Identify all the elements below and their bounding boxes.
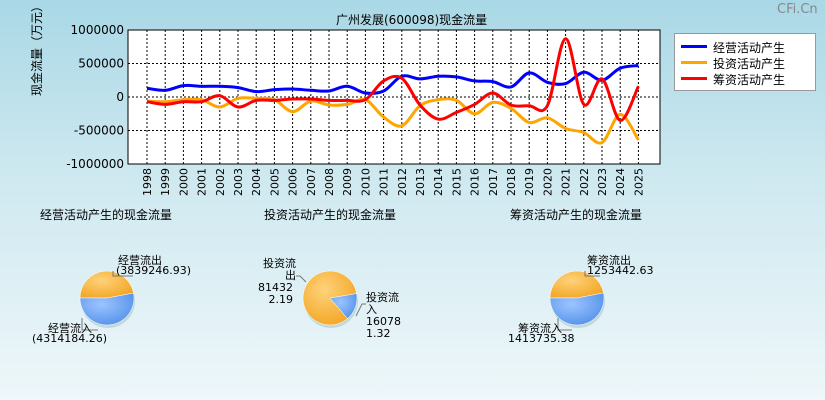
x-tick-label: 2015 bbox=[450, 168, 463, 196]
pie-title-investing: 投资活动产生的现金流量 bbox=[264, 208, 397, 222]
pie-leader-line bbox=[355, 303, 366, 317]
pie-investing-slice-outflow bbox=[302, 270, 357, 326]
x-tick-label: 2005 bbox=[268, 168, 281, 196]
y-tick-label: 0 bbox=[116, 90, 124, 104]
x-tick-label: 2008 bbox=[323, 168, 336, 196]
pie-value-operating-out: (3839246.93) bbox=[116, 264, 192, 277]
y-tick-label: 1000000 bbox=[71, 23, 124, 37]
watermark: CFi.Cn bbox=[777, 2, 818, 17]
x-tick-label: 2004 bbox=[250, 168, 263, 196]
pie-value-investing-in-text: 160781.32 bbox=[366, 315, 401, 340]
pie-label-investing-out-text: 投资流出 bbox=[263, 257, 296, 282]
pie-title-financing: 筹资活动产生的现金流量 bbox=[510, 208, 643, 222]
pie-label-financing-in: 筹资流入 bbox=[518, 322, 562, 335]
legend-swatch-investing bbox=[681, 61, 707, 64]
x-tick-label: 2012 bbox=[396, 168, 409, 196]
pie-label-investing-out: 投资流出 bbox=[256, 258, 296, 282]
y-axis-label-text: 现金流量（万元） bbox=[30, 0, 44, 96]
x-tick-label: 2003 bbox=[232, 168, 245, 196]
x-tick-label: 2014 bbox=[432, 168, 445, 196]
x-tick-label: 2020 bbox=[541, 168, 554, 196]
legend-label-investing: 投资活动产生 bbox=[713, 57, 786, 71]
y-tick-label: -500000 bbox=[74, 124, 124, 138]
pie-leader-line bbox=[81, 318, 98, 331]
pie-label-investing-in: 投资流入 bbox=[366, 292, 402, 316]
x-tick-label: 2000 bbox=[177, 168, 190, 196]
x-tick-label: 1998 bbox=[141, 168, 154, 196]
x-tick-label: 1999 bbox=[159, 168, 172, 196]
pie-financing-slice-inflow bbox=[549, 292, 605, 326]
x-tick-label: 2006 bbox=[287, 168, 300, 196]
pie-label-financing-out: 筹资流出 bbox=[587, 254, 631, 267]
x-tick-label: 2021 bbox=[560, 168, 573, 196]
x-tick-label: 2001 bbox=[196, 168, 209, 196]
x-tick-label: 2022 bbox=[578, 168, 591, 196]
pie-value-investing-out-text: 814322.19 bbox=[258, 281, 293, 306]
x-tick-label: 2010 bbox=[359, 168, 372, 196]
x-tick-label: 2011 bbox=[378, 168, 391, 196]
x-tick-label: 2019 bbox=[523, 168, 536, 196]
pie-leader-line bbox=[584, 271, 600, 277]
series-line-operating bbox=[146, 64, 639, 95]
main-chart-title: 广州发展(600098)现金流量 bbox=[336, 13, 488, 27]
pie-operating-slice-outflow bbox=[79, 270, 134, 299]
pie-financing-slice-outflow bbox=[549, 270, 604, 299]
legend-swatch-operating bbox=[681, 45, 707, 48]
pie-value-financing-out: 1253442.63 bbox=[587, 264, 654, 277]
x-tick-label: 2007 bbox=[305, 168, 318, 196]
y-tick-label: 500000 bbox=[78, 57, 124, 71]
x-tick-label: 2016 bbox=[469, 168, 482, 196]
y-axis-label: 现金流量（万元） bbox=[28, 0, 45, 96]
pie-operating-slice-inflow bbox=[79, 292, 135, 326]
legend: 经营活动产生 投资活动产生 筹资活动产生 bbox=[674, 33, 816, 91]
x-tick-label: 2024 bbox=[614, 168, 627, 196]
pie-label-operating-in: 经营流入 bbox=[48, 322, 92, 335]
pie-leader-line bbox=[296, 275, 307, 283]
legend-label-financing: 筹资活动产生 bbox=[713, 73, 786, 87]
series-line-financing bbox=[146, 37, 640, 122]
pie-label-operating-out: 经营流出 bbox=[118, 254, 162, 267]
x-tick-label: 2013 bbox=[414, 168, 427, 196]
pie-value-investing-out: 814322.19 bbox=[253, 282, 293, 306]
x-tick-label: 2018 bbox=[505, 168, 518, 196]
y-tick-label: -1000000 bbox=[66, 157, 124, 171]
legend-swatch-financing bbox=[681, 77, 707, 80]
pie-leader-line bbox=[557, 318, 572, 331]
x-tick-label: 2023 bbox=[596, 168, 609, 196]
x-tick-label: 2002 bbox=[214, 168, 227, 196]
pie-value-operating-in: (4314184.26) bbox=[32, 332, 108, 345]
pie-value-financing-in: 1413735.38 bbox=[508, 332, 575, 345]
x-tick-label: 2025 bbox=[632, 168, 645, 196]
x-tick-label: 2009 bbox=[341, 168, 354, 196]
pie-value-investing-in: 160781.32 bbox=[366, 316, 406, 340]
x-tick-label: 2017 bbox=[487, 168, 500, 196]
legend-label-operating: 经营活动产生 bbox=[713, 41, 786, 55]
pie-label-investing-in-text: 投资流入 bbox=[366, 291, 399, 316]
pie-leader-line bbox=[112, 271, 133, 277]
pie-title-operating: 经营活动产生的现金流量 bbox=[40, 208, 173, 222]
